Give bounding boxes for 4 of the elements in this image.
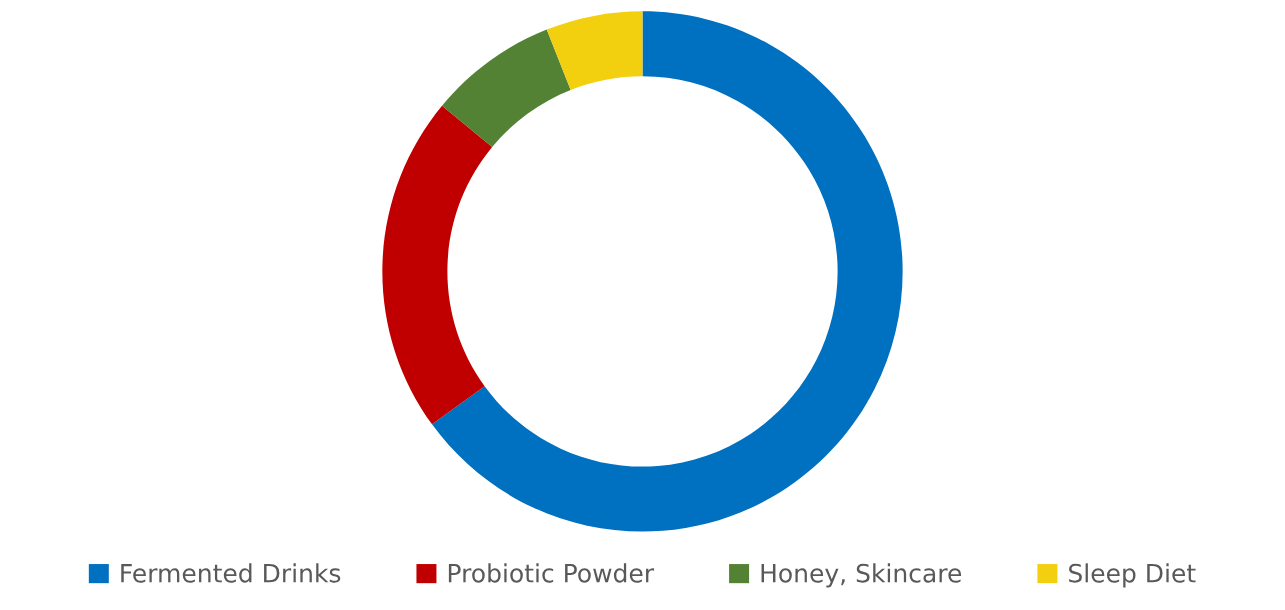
legend-label: Fermented Drinks — [121, 563, 341, 583]
legend-label: Honey, Skincare — [761, 563, 962, 588]
legend-label: Sleep Diet — [1069, 563, 1196, 588]
legend-label: Probiotic Powder — [448, 563, 655, 583]
